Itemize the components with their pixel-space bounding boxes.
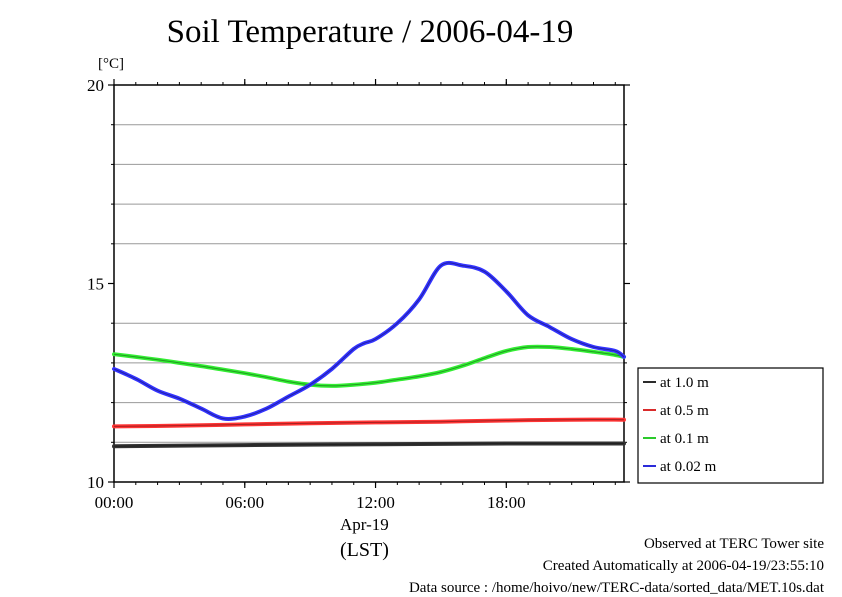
series-line-core-1 — [113, 442, 625, 447]
series-lines — [112, 260, 626, 449]
series-line-3 — [112, 344, 626, 388]
series-line-core-2 — [113, 419, 625, 427]
y-tick-label: 10 — [87, 473, 104, 492]
series-line-4 — [112, 260, 626, 421]
series-line-2 — [112, 417, 626, 429]
x-tick-label: 00:00 — [95, 493, 134, 512]
legend-label: at 0.02 m — [660, 459, 717, 475]
y-axis-unit-label: [°C] — [98, 56, 124, 72]
legend-label: at 0.5 m — [660, 403, 709, 419]
series-line-core-3 — [113, 346, 625, 387]
x-axis-date-label: Apr-19 — [340, 515, 389, 534]
series-line-core-4 — [113, 262, 625, 420]
legend-label: at 1.0 m — [660, 375, 709, 391]
legend-box — [637, 367, 824, 484]
creation-timestamp-note: Created Automatically at 2006-04-19/23:5… — [542, 558, 824, 574]
x-axis-timezone-label: (LST) — [340, 539, 389, 561]
observation-site-note: Observed at TERC Tower site — [643, 536, 824, 552]
series-line-1 — [112, 441, 626, 449]
y-tick-label: 15 — [87, 275, 104, 294]
grid-lines — [114, 124, 624, 443]
y-tick-label: 20 — [87, 76, 104, 95]
x-tick-label: 12:00 — [356, 493, 395, 512]
x-tick-label: 06:00 — [225, 493, 264, 512]
x-tick-label: 18:00 — [487, 493, 526, 512]
chart-title: Soil Temperature / 2006-04-19 — [166, 14, 574, 50]
axis-ticks: 10 15 20 00:00 06:00 12:00 18:00 — [87, 76, 630, 512]
data-source-note: Data source : /home/hoivo/new/TERC-data/… — [408, 580, 824, 596]
legend-label: at 0.1 m — [660, 431, 709, 447]
legend: at 1.0 m at 0.5 m at 0.1 m at 0.02 m — [637, 367, 824, 484]
